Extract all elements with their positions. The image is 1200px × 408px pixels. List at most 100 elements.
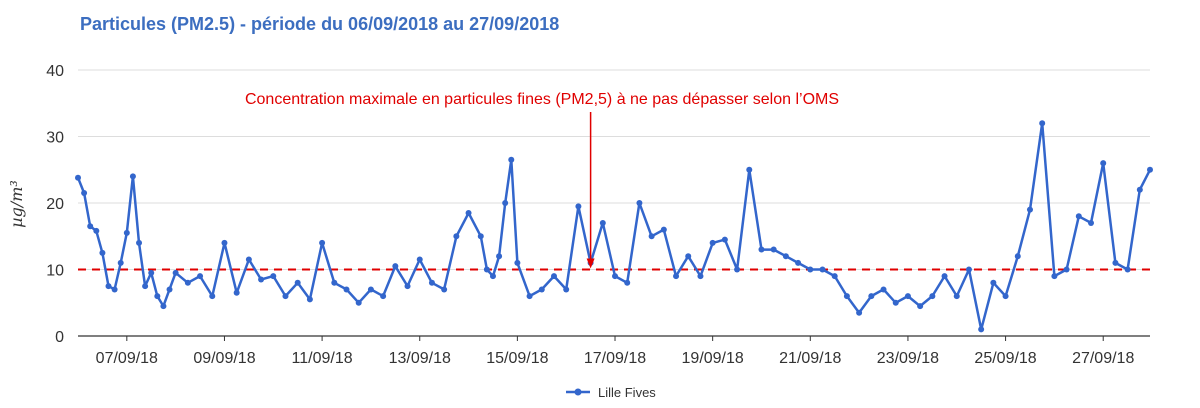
series-line-0 [76,121,1152,331]
data-point [245,256,252,263]
xtick-label-6: 19/09/18 [682,350,744,367]
data-point [483,266,490,273]
data-point [856,309,863,316]
data-point [538,286,545,293]
data-point [1100,160,1107,167]
data-point [197,273,204,280]
data-point [416,256,423,263]
data-point [258,276,265,283]
data-point [233,289,240,296]
data-point [477,233,484,240]
ytick-label-20: 20 [46,196,64,213]
data-point [343,286,350,293]
data-point [294,279,301,286]
chart-title: Particules (PM2.5) - période du 06/09/20… [80,14,560,34]
data-point [721,236,728,243]
threshold-annotation: Concentration maximale en particules fin… [245,91,839,108]
data-point [1051,273,1058,280]
data-point [453,233,460,240]
data-point [81,190,88,197]
legend-label: Lille Fives [598,385,656,400]
data-point [746,166,753,173]
data-point [392,263,399,270]
xtick-label-7: 21/09/18 [779,350,841,367]
data-point [660,226,667,233]
data-point [819,266,826,273]
data-point [770,246,777,253]
xtick-label-8: 23/09/18 [877,350,939,367]
data-point [117,259,124,266]
data-point [514,259,521,266]
data-point [270,273,277,280]
data-point [160,303,167,310]
xtick-label-1: 09/09/18 [193,350,255,367]
data-point [880,286,887,293]
data-point [319,239,326,246]
xtick-label-4: 15/09/18 [486,350,548,367]
xtick-label-5: 17/09/18 [584,350,646,367]
data-point [142,283,149,290]
data-point [489,273,496,280]
series-lille-fives [75,120,1153,333]
data-point [795,259,802,266]
data-point [941,273,948,280]
data-point [599,219,606,226]
data-point [953,293,960,300]
data-point [148,269,155,276]
data-point [563,286,570,293]
data-point [612,273,619,280]
data-point [624,279,631,286]
data-point [129,173,136,180]
data-point [965,266,972,273]
data-point [636,200,643,206]
data-point [93,227,100,234]
data-point [648,233,655,240]
data-point [1147,166,1153,173]
xtick-label-3: 13/09/18 [389,350,451,367]
data-point [1014,253,1021,260]
data-point [166,286,173,293]
data-point [502,200,509,206]
x-axis-ticks: 07/09/18 09/09/18 11/09/18 13/09/18 15/09/18… [96,336,1134,367]
legend: Lille Fives [566,385,656,400]
y-axis-label: µg/m³ [7,180,26,228]
data-point [843,293,850,300]
data-point [508,156,515,163]
data-point [355,299,362,306]
data-point [1124,266,1131,273]
ytick-label-30: 30 [46,130,64,147]
data-point [807,266,814,273]
data-point [282,293,289,300]
data-point [331,279,338,286]
data-point [868,293,875,300]
data-point [575,203,582,210]
data-point [990,279,997,286]
annotation-arrow [586,112,595,269]
data-point [367,286,374,293]
data-point [306,296,313,303]
data-point [496,253,503,260]
y-axis-ticks: 0 10 20 30 40 [46,63,64,346]
data-point [87,223,94,230]
data-point [1063,266,1070,273]
data-point [1039,120,1046,127]
data-point [172,269,179,276]
data-point [154,293,161,300]
data-point [1088,219,1095,226]
data-point [526,293,533,300]
data-point [184,279,191,286]
xtick-label-2: 11/09/18 [292,350,353,367]
data-point [123,229,130,236]
data-point [380,293,387,300]
ytick-label-10: 10 [46,263,64,280]
data-point [111,286,118,293]
data-point [673,273,680,280]
data-point [929,293,936,300]
xtick-label-10: 27/09/18 [1072,350,1134,367]
data-point [709,239,716,246]
data-point [831,273,838,280]
data-point [550,273,557,280]
xtick-label-0: 07/09/18 [96,350,158,367]
data-point [917,303,924,310]
